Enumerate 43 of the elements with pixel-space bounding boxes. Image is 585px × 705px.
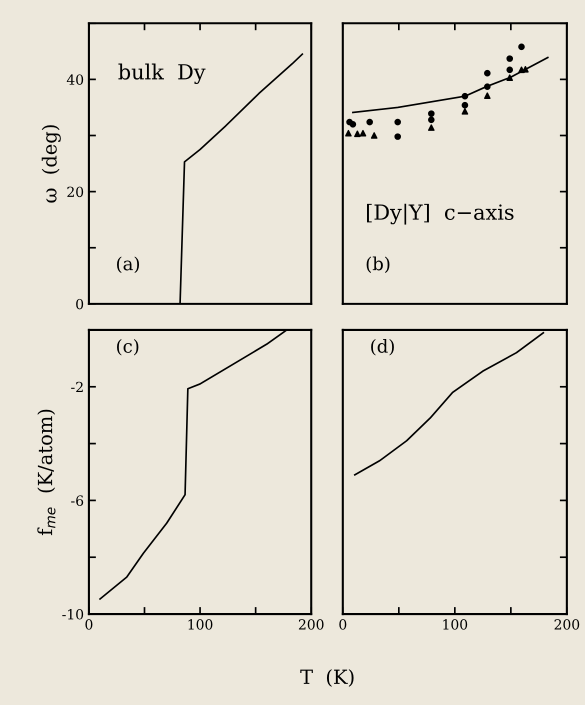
annotation: [Dy|Y] c−axis bbox=[367, 204, 514, 225]
y-tick-label: 0 bbox=[76, 298, 84, 310]
y-tick-label: -6 bbox=[71, 495, 84, 506]
point bbox=[462, 108, 468, 115]
x-tick-label: 100 bbox=[188, 619, 212, 630]
point bbox=[506, 74, 514, 81]
y-axis-title: ω (deg) bbox=[42, 125, 61, 203]
point bbox=[370, 132, 378, 139]
point bbox=[394, 118, 401, 126]
point bbox=[428, 110, 435, 117]
x-axis-title: T (K) bbox=[300, 669, 354, 687]
x-tick-label: 0 bbox=[85, 619, 92, 630]
y-tick-label: -10 bbox=[62, 609, 84, 620]
point bbox=[428, 116, 435, 124]
annotation: (a) bbox=[117, 256, 140, 273]
point bbox=[462, 102, 468, 108]
point bbox=[484, 70, 491, 77]
point bbox=[484, 83, 491, 90]
point bbox=[518, 44, 525, 50]
annotation: (c) bbox=[117, 338, 138, 356]
y-tick-label: 40 bbox=[66, 74, 84, 85]
point bbox=[394, 133, 401, 140]
point bbox=[366, 118, 373, 126]
point bbox=[345, 130, 352, 137]
annotation: bulk Dy bbox=[118, 64, 206, 84]
y-axis-title: f$_{me}$ (K/atom) bbox=[37, 410, 56, 536]
point bbox=[484, 92, 491, 99]
point bbox=[354, 130, 361, 138]
point bbox=[506, 66, 514, 74]
point bbox=[462, 92, 468, 100]
point bbox=[360, 130, 366, 137]
point bbox=[506, 55, 514, 62]
x-tick-label: 200 bbox=[554, 619, 580, 630]
point bbox=[522, 66, 529, 73]
x-tick-label: 200 bbox=[298, 619, 324, 630]
point bbox=[350, 120, 356, 128]
point bbox=[428, 124, 435, 131]
y-tick-label: -2 bbox=[71, 382, 83, 392]
x-tick-label: 0 bbox=[339, 619, 346, 630]
y-tick-label: 20 bbox=[67, 186, 84, 198]
annotation: (d) bbox=[371, 338, 394, 356]
x-tick-label: 100 bbox=[443, 619, 468, 630]
annotation: (b) bbox=[366, 256, 390, 273]
